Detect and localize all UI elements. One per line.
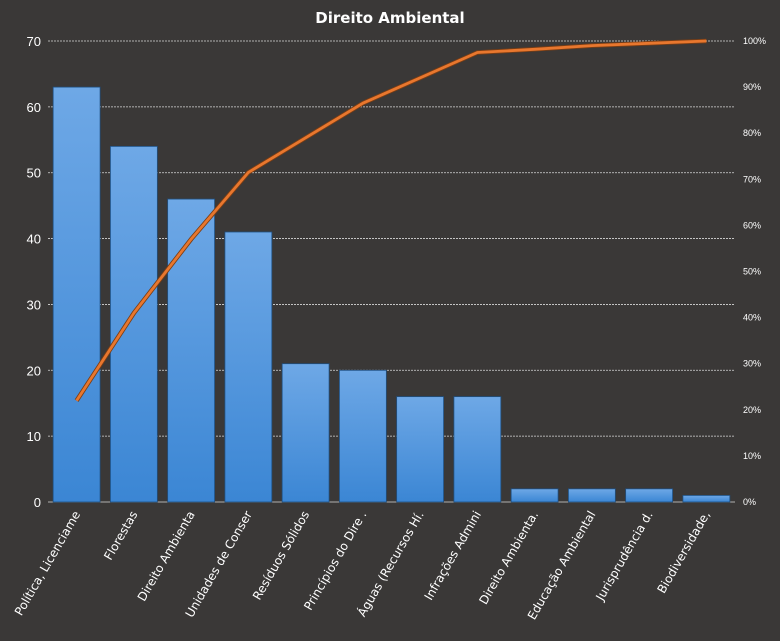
- x-tick-label: Direito Ambienta.: [476, 509, 541, 607]
- y2-tick-label: 100%: [743, 36, 766, 46]
- y2-tick-label: 10%: [743, 451, 761, 461]
- y2-tick-label: 50%: [743, 267, 761, 277]
- y2-tick-label: 70%: [743, 174, 761, 184]
- bar: [682, 495, 731, 503]
- x-tick-label: Infrações Admini: [422, 509, 484, 603]
- bar: [396, 396, 444, 503]
- y-tick-label: 10: [27, 429, 41, 444]
- bar: [52, 86, 101, 503]
- y2-tick-label: 30%: [743, 359, 761, 369]
- y-axis-primary: 0 10 20 30 40 50 60 70: [27, 34, 41, 510]
- bar: [339, 369, 387, 503]
- bar: [510, 488, 559, 503]
- gridlines: [48, 40, 735, 503]
- y-tick-label: 40: [27, 232, 41, 247]
- x-tick-label: Resíduos Sólidos: [250, 509, 312, 603]
- y2-tick-label: 20%: [743, 405, 761, 415]
- cumulative-line: [75, 39, 707, 402]
- x-tick-label: Direito Ambienta: [135, 509, 198, 604]
- y-tick-label: 70: [27, 34, 41, 49]
- x-tick-label: Princípios do Dire .: [301, 509, 369, 613]
- bar: [568, 488, 616, 503]
- y-tick-label: 0: [34, 495, 41, 510]
- bar: [167, 198, 215, 503]
- bar-series: [52, 86, 731, 503]
- y-axis-secondary: 0% 10% 20% 30% 40% 50% 60% 70% 80% 90% 100%: [743, 36, 766, 507]
- y-tick-label: 30: [27, 297, 41, 312]
- chart-title: Direito Ambiental: [315, 9, 464, 27]
- x-tick-label: Unidades de Conser: [183, 508, 255, 619]
- y2-tick-label: 90%: [743, 82, 761, 92]
- y2-tick-label: 60%: [743, 220, 761, 230]
- x-tick-label: Florestas: [101, 509, 140, 563]
- y-tick-label: 60: [27, 100, 41, 115]
- bar: [625, 488, 673, 503]
- y2-tick-label: 80%: [743, 128, 761, 138]
- y2-tick-label: 40%: [743, 313, 761, 323]
- x-tick-label: Política, Licenciame: [12, 509, 83, 619]
- x-tick-label: Educação Ambiental: [525, 509, 599, 623]
- bar: [110, 145, 158, 503]
- bar: [453, 396, 502, 503]
- bar: [281, 363, 330, 503]
- x-tick-label: Jurisprudência d.: [593, 509, 656, 604]
- y-tick-label: 50: [27, 166, 41, 181]
- x-tick-label: Biodiversidade,: [655, 509, 713, 596]
- y-tick-label: 20: [27, 363, 41, 378]
- y2-tick-label: 0%: [743, 497, 756, 507]
- x-tick-label: Águas (Recursos Hí.: [354, 508, 427, 619]
- bar: [224, 231, 273, 503]
- cumulative-line-series: [74, 38, 707, 402]
